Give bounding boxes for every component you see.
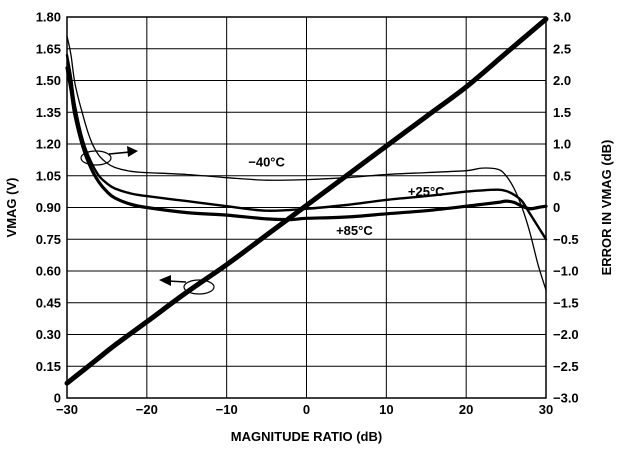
x-axis-title: MAGNITUDE RATIO (dB): [231, 429, 382, 444]
left-axis-ticks: 0 0.15 0.30 0.45 0.60 0.75 0.90 1.05 1.20 1.35 1.5…: [36, 10, 61, 406]
right-y-tick-label: −0.5: [553, 232, 579, 247]
left-y-tick-label: 0.30: [36, 327, 61, 342]
x-tick-label: −20: [136, 402, 158, 417]
left-y-tick-label: 0.60: [36, 264, 61, 279]
left-y-tick-label: 1.80: [36, 10, 61, 25]
right-axis-indicator-arrow: [108, 151, 131, 155]
x-tick-label: 0: [303, 402, 310, 417]
right-y-tick-label: −2.0: [553, 327, 579, 342]
label-plus25c: +25°C: [408, 184, 445, 199]
right-y-tick-label: −1.0: [553, 264, 579, 279]
left-y-tick-label: 0.90: [36, 200, 61, 215]
left-y-tick-label: 0: [54, 391, 61, 406]
x-tick-label: 20: [459, 402, 473, 417]
right-y-tick-label: 3.0: [553, 10, 571, 25]
left-y-tick-label: 1.65: [36, 41, 61, 56]
right-y-tick-label: 2.5: [553, 41, 571, 56]
left-y-tick-label: 0.75: [36, 232, 61, 247]
left-y-axis-title: VMAG (V): [4, 178, 19, 238]
error-line-plus85c: [65, 66, 548, 222]
right-axis-ticks: −3.0 −2.5 −2.0 −1.5 −1.0 −0.5 0 0.5 1.0 1.5 2.0 2.5…: [553, 10, 579, 406]
right-y-tick-label: −3.0: [553, 391, 579, 406]
left-y-tick-label: 1.35: [36, 105, 61, 120]
right-arrow-head-icon: [127, 146, 138, 157]
left-arrow-head-icon: [159, 275, 171, 286]
left-axis-indicator-loop: [183, 279, 215, 295]
left-y-tick-label: 0.45: [36, 295, 61, 310]
x-tick-label: −10: [216, 402, 238, 417]
x-tick-label: −30: [56, 402, 78, 417]
error-line-minus40c: [66, 35, 547, 291]
x-tick-label: 30: [539, 402, 553, 417]
left-y-tick-label: 1.50: [36, 73, 61, 88]
label-plus85c: +85°C: [336, 223, 373, 238]
label-minus40c: −40°C: [248, 154, 285, 169]
vmag-line: [64, 16, 549, 386]
error-line-plus25c: [65, 53, 548, 241]
right-axis-indicator-loop: [80, 150, 112, 166]
right-y-tick-label: 0.5: [553, 168, 571, 183]
right-y-axis-title: ERROR IN VMAG (dB): [599, 140, 614, 276]
left-axis-indicator: [159, 275, 215, 295]
plot-frame: [66, 16, 547, 399]
x-tick-label: 10: [379, 402, 393, 417]
right-y-tick-label: 2.0: [553, 73, 571, 88]
left-y-tick-label: 1.05: [36, 168, 61, 183]
x-axis-ticks: −30 −20 −10 0 10 20 30: [56, 402, 553, 417]
left-y-tick-label: 1.20: [36, 137, 61, 152]
right-y-tick-label: 1.5: [553, 105, 571, 120]
right-y-tick-label: −1.5: [553, 295, 579, 310]
series-annotations: −40°C +25°C +85°C: [248, 154, 445, 238]
right-y-tick-label: 0: [553, 200, 560, 215]
right-axis-indicator: [80, 146, 138, 166]
series-layer: [64, 16, 549, 386]
right-y-tick-label: −2.5: [553, 359, 579, 374]
right-y-tick-label: 1.0: [553, 137, 571, 152]
left-y-tick-label: 0.15: [36, 359, 61, 374]
